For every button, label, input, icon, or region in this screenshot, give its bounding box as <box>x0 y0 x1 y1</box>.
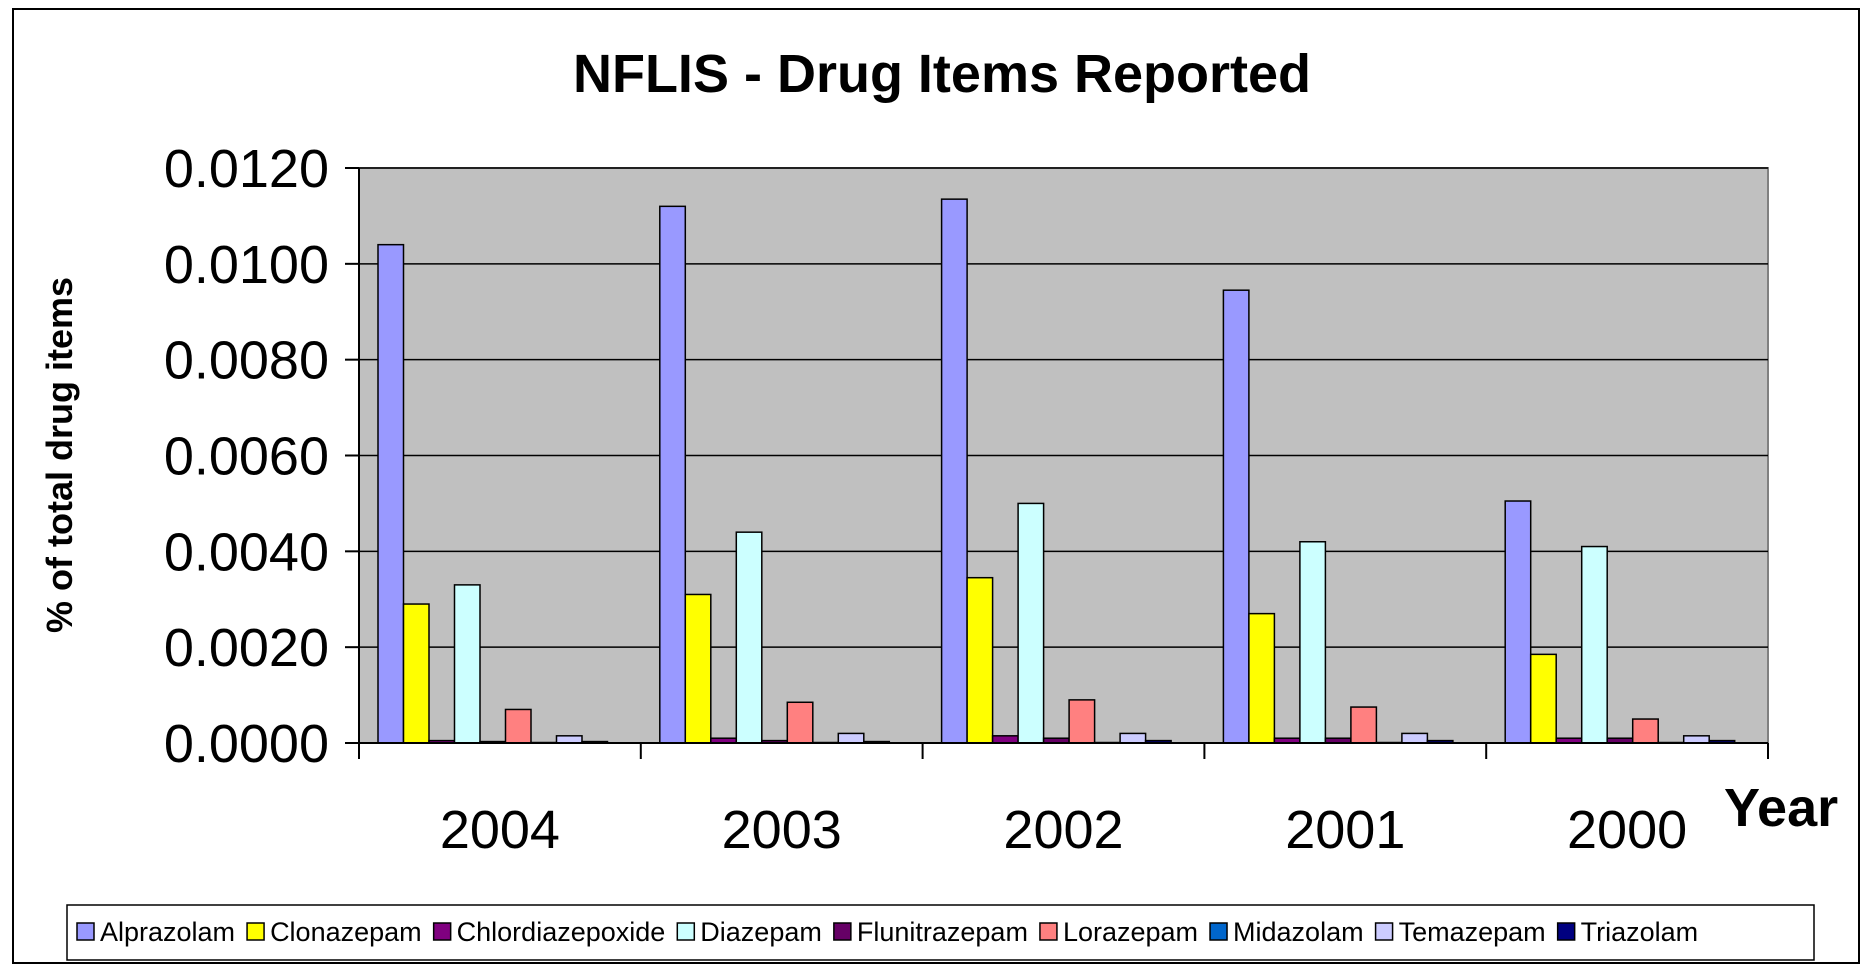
bar-temazepam-2001 <box>1401 732 1429 744</box>
legend-swatch <box>246 922 265 941</box>
legend-swatch <box>1209 922 1228 941</box>
bar-diazepam-2000 <box>1580 545 1608 744</box>
bar-chlordiazepoxide-2002 <box>991 735 1019 744</box>
bar-temazepam-2003 <box>837 732 865 744</box>
bars <box>377 198 1736 744</box>
x-tick-label: 2004 <box>440 800 560 860</box>
gridlines <box>359 167 1768 648</box>
bar-clonazepam-2002 <box>966 576 994 744</box>
legend-box <box>66 904 1815 961</box>
chart-frame: NFLIS - Drug Items Reported 0.0000 0.0020… <box>12 8 1860 964</box>
bar-temazepam-2000 <box>1682 735 1710 744</box>
y-tick-label: 0.0020 <box>164 618 329 678</box>
legend-swatch <box>432 922 452 941</box>
y-tick-label: 0.0060 <box>164 427 329 487</box>
legend-swatch <box>676 922 696 941</box>
bar-alprazolam-2001 <box>1222 289 1250 744</box>
bar-temazepam-2002 <box>1119 732 1147 744</box>
x-tick-label: 2000 <box>1567 800 1687 860</box>
y-tick-label: 0.0000 <box>164 714 329 774</box>
x-tick-labels: 2004 2003 2002 2001 2000 <box>440 800 1687 860</box>
bar-clonazepam-2001 <box>1248 612 1276 744</box>
y-tick-labels: 0.0000 0.0020 0.0040 0.0060 0.0080 0.0100 0.01… <box>164 139 329 774</box>
y-tick-label: 0.0080 <box>164 331 329 391</box>
bar-diazepam-2004 <box>453 584 481 744</box>
legend-entry: Clonazepam <box>270 917 422 947</box>
bar-lorazepam-2001 <box>1350 706 1378 744</box>
legend-swatch <box>1374 922 1394 941</box>
legend-entry: Alprazolam <box>100 917 235 947</box>
bar-lorazepam-2004 <box>504 708 532 744</box>
bar-lorazepam-2003 <box>786 701 814 744</box>
y-tick-label: 0.0040 <box>164 522 329 582</box>
x-tick-label: 2003 <box>722 800 842 860</box>
bar-diazepam-2002 <box>1017 502 1045 744</box>
x-tick-label: 2002 <box>1003 800 1123 860</box>
bar-clonazepam-2004 <box>402 603 430 744</box>
legend-swatch <box>1039 922 1058 941</box>
bar-clonazepam-2003 <box>684 593 712 744</box>
x-axis-label: Year <box>1724 778 1838 838</box>
legend: Alprazolam Clonazepam Chlordiazepoxide Diaz… <box>66 904 1815 961</box>
legend-entry: Midazolam <box>1233 917 1364 947</box>
axes <box>345 167 1769 759</box>
bar-lorazepam-2000 <box>1631 718 1659 744</box>
legend-entry: Lorazepam <box>1063 917 1198 947</box>
bar-lorazepam-2002 <box>1068 699 1096 744</box>
y-axis-label: % of total drug items <box>39 277 80 633</box>
y-tick-label: 0.0100 <box>164 235 329 295</box>
legend-swatch <box>76 922 95 941</box>
legend-entry: Triazolam <box>1581 917 1699 947</box>
bar-alprazolam-2002 <box>940 198 968 744</box>
bar-alprazolam-2004 <box>377 243 405 744</box>
legend-entry: Flunitrazepam <box>857 917 1028 947</box>
bar-diazepam-2001 <box>1299 541 1327 744</box>
x-tick-label: 2001 <box>1285 800 1405 860</box>
bar-chart: NFLIS - Drug Items Reported 0.0000 0.0020… <box>39 44 1838 961</box>
legend-entry: Diazepam <box>700 917 822 947</box>
y-tick-label: 0.0120 <box>164 139 329 199</box>
legend-entry: Chlordiazepoxide <box>457 917 666 947</box>
bar-alprazolam-2003 <box>659 205 687 744</box>
legend-swatch <box>833 922 852 941</box>
legend-entry: Temazepam <box>1399 917 1546 947</box>
bar-alprazolam-2000 <box>1504 500 1532 744</box>
bar-diazepam-2003 <box>735 531 763 744</box>
chart-title: NFLIS - Drug Items Reported <box>573 44 1311 104</box>
legend-swatch <box>1556 922 1576 941</box>
bar-clonazepam-2000 <box>1529 653 1557 744</box>
bar-temazepam-2004 <box>555 735 583 744</box>
